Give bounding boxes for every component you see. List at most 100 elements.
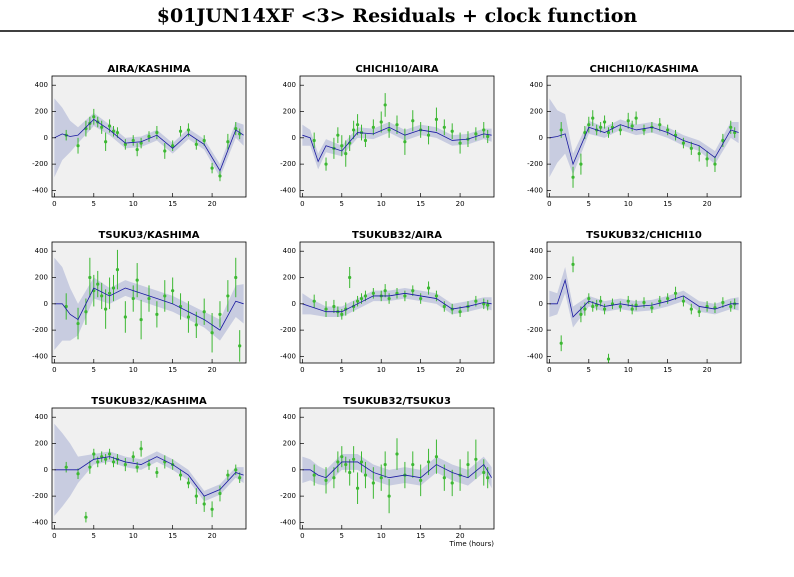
- point: [587, 296, 591, 301]
- point: [336, 460, 340, 464]
- point: [100, 125, 104, 129]
- y-tick-label: 0: [292, 466, 296, 474]
- y-tick-label: -400: [32, 352, 48, 360]
- x-tick-label: 15: [663, 366, 672, 374]
- point: [104, 307, 108, 311]
- panel-title: CHICHI10/KASHIMA: [590, 64, 699, 75]
- y-tick-label: 0: [539, 134, 543, 142]
- y-tick-label: 0: [292, 134, 296, 142]
- point: [383, 462, 387, 467]
- x-tick-label: 15: [416, 200, 425, 208]
- point: [450, 481, 454, 485]
- plot-content: [54, 423, 244, 523]
- point: [210, 331, 214, 335]
- point: [705, 157, 709, 161]
- y-tick-label: 0: [539, 300, 543, 308]
- y-tick-label: 200: [35, 274, 48, 282]
- y-tick-label: 200: [35, 440, 48, 448]
- plot-content: [54, 98, 244, 182]
- point: [340, 312, 344, 316]
- point: [355, 299, 360, 303]
- x-axis-label: Time (hours): [449, 540, 495, 548]
- clock-line: [549, 124, 739, 166]
- point: [92, 452, 96, 456]
- point: [359, 296, 364, 301]
- panel: TSUKUB32/CHICHI10 -400 -200 0 200 400 0 5 10 15 20: [527, 230, 742, 374]
- clock-line: [302, 126, 492, 163]
- point: [123, 142, 127, 146]
- plot-frame: [51, 75, 247, 198]
- x-tick-label: 0: [547, 200, 551, 208]
- y-tick-label: -400: [32, 186, 48, 194]
- x-tick-label: 10: [129, 366, 138, 374]
- point: [344, 462, 348, 467]
- point: [352, 457, 356, 461]
- x-tick-label: 20: [208, 532, 217, 540]
- y-tick-label: 0: [44, 134, 48, 142]
- point: [458, 310, 462, 314]
- point: [363, 138, 368, 143]
- point: [442, 125, 446, 129]
- point: [626, 119, 630, 123]
- point: [383, 103, 387, 107]
- point: [76, 144, 80, 148]
- plot-area: [547, 76, 741, 197]
- point: [194, 323, 198, 327]
- point: [234, 275, 238, 280]
- point: [371, 481, 375, 485]
- point: [147, 462, 151, 467]
- y-tick-label: 400: [35, 247, 48, 255]
- x-tick-label: 5: [587, 366, 591, 374]
- point: [602, 307, 607, 311]
- point: [359, 460, 364, 464]
- plot-content: [549, 256, 739, 363]
- plot-content: [54, 249, 244, 362]
- point: [355, 123, 360, 127]
- y-tick-label: -400: [527, 186, 543, 194]
- x-tick-label: 20: [208, 366, 217, 374]
- panel: TSUKU3/KASHIMA -400 -200 0 200 400 0 5 10 15 20: [32, 230, 247, 374]
- point: [96, 460, 100, 464]
- clock-line: [54, 118, 244, 172]
- point: [100, 294, 104, 298]
- x-tick-label: 20: [456, 532, 465, 540]
- point: [697, 310, 701, 314]
- point: [482, 470, 486, 475]
- panel: AIRA/KASHIMA -400 -200 0 200 400 0 5 10 15 20: [32, 64, 247, 208]
- point: [697, 151, 701, 156]
- point: [123, 315, 127, 319]
- point: [178, 473, 183, 477]
- point: [426, 460, 431, 464]
- point: [96, 282, 100, 286]
- x-tick-label: 5: [92, 366, 96, 374]
- x-tick-label: 5: [340, 200, 344, 208]
- point: [486, 134, 490, 139]
- point: [332, 304, 336, 309]
- point: [721, 138, 725, 143]
- point: [76, 321, 80, 326]
- x-tick-label: 0: [300, 532, 304, 540]
- point: [111, 286, 116, 290]
- point: [234, 127, 238, 131]
- plot-frame: [546, 75, 742, 198]
- x-tick-label: 5: [340, 366, 344, 374]
- point: [324, 162, 328, 166]
- x-tick-label: 0: [52, 532, 56, 540]
- point: [387, 128, 391, 132]
- point: [135, 278, 139, 282]
- point: [559, 341, 563, 345]
- point: [186, 481, 191, 485]
- point: [474, 132, 478, 136]
- point: [606, 357, 611, 361]
- x-tick-label: 0: [300, 366, 304, 374]
- point: [115, 268, 120, 272]
- y-tick-label: -200: [527, 326, 543, 334]
- point: [482, 128, 486, 132]
- point: [395, 123, 399, 127]
- panel: CHICHI10/KASHIMA -400 -200 0 200 400 0 5 10 15 20: [527, 64, 742, 208]
- point: [630, 124, 634, 128]
- y-tick-label: 400: [530, 247, 543, 255]
- point: [171, 144, 175, 148]
- point: [411, 119, 415, 123]
- point: [426, 133, 431, 137]
